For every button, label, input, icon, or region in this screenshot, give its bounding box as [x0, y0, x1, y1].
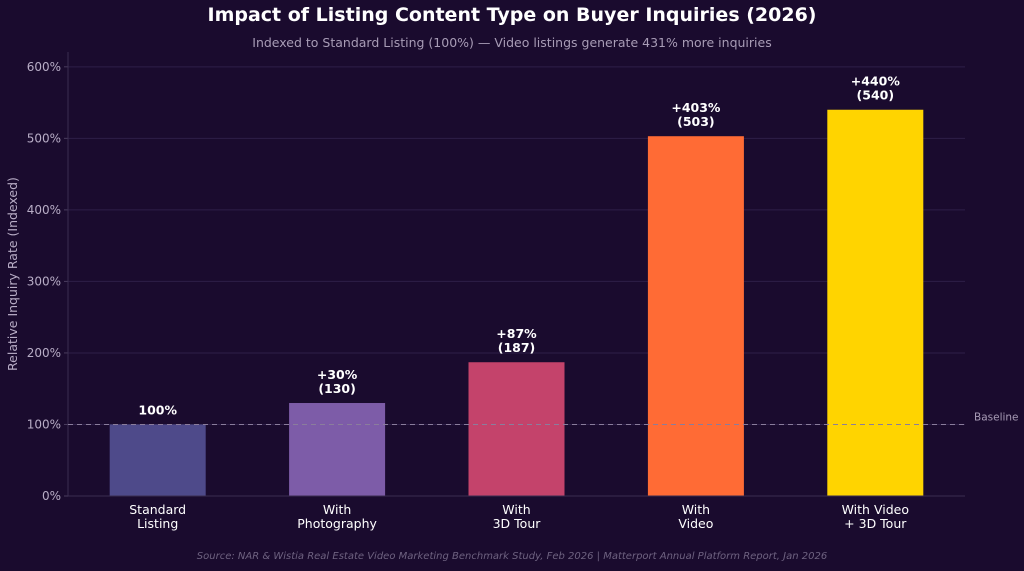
y-tick-label: 600% [27, 60, 61, 74]
x-tick-label: 3D Tour [493, 516, 542, 531]
x-tick-label: With [682, 502, 710, 517]
data-label: +440% [851, 74, 901, 89]
y-tick-label: 100% [27, 417, 61, 431]
bar [289, 403, 386, 496]
data-label: +87% [496, 326, 537, 341]
bar [647, 136, 744, 496]
bar [468, 362, 565, 496]
chart-subtitle: Indexed to Standard Listing (100%) — Vid… [252, 35, 772, 50]
x-tick-label: + 3D Tour [844, 516, 907, 531]
bar [109, 424, 206, 496]
data-label: (540) [857, 88, 895, 103]
data-label: +403% [671, 100, 721, 115]
y-tick-label: 200% [27, 346, 61, 360]
data-label: (130) [318, 381, 356, 396]
y-tick-label: 500% [27, 131, 61, 145]
chart-title: Impact of Listing Content Type on Buyer … [207, 4, 817, 26]
x-tick-label: With [502, 502, 530, 517]
data-label: (503) [677, 114, 715, 129]
y-tick-label: 400% [27, 203, 61, 217]
x-tick-label: Standard [129, 502, 186, 517]
x-tick-label: With Video [842, 502, 909, 517]
x-tick-label: With [323, 502, 351, 517]
baseline-label: Baseline [974, 411, 1019, 423]
bar [827, 109, 924, 496]
y-axis-label: Relative Inquiry Rate (Indexed) [5, 177, 20, 371]
data-label: (187) [498, 340, 536, 355]
chart-source: Source: NAR & Wistia Real Estate Video M… [196, 551, 828, 562]
x-tick-label: Video [678, 516, 713, 531]
y-tick-label: 0% [42, 489, 61, 503]
x-tick-label: Listing [137, 516, 178, 531]
data-label: 100% [138, 402, 177, 417]
data-label: +30% [317, 367, 358, 382]
x-tick-label: Photography [297, 516, 377, 531]
y-tick-label: 300% [27, 274, 61, 288]
